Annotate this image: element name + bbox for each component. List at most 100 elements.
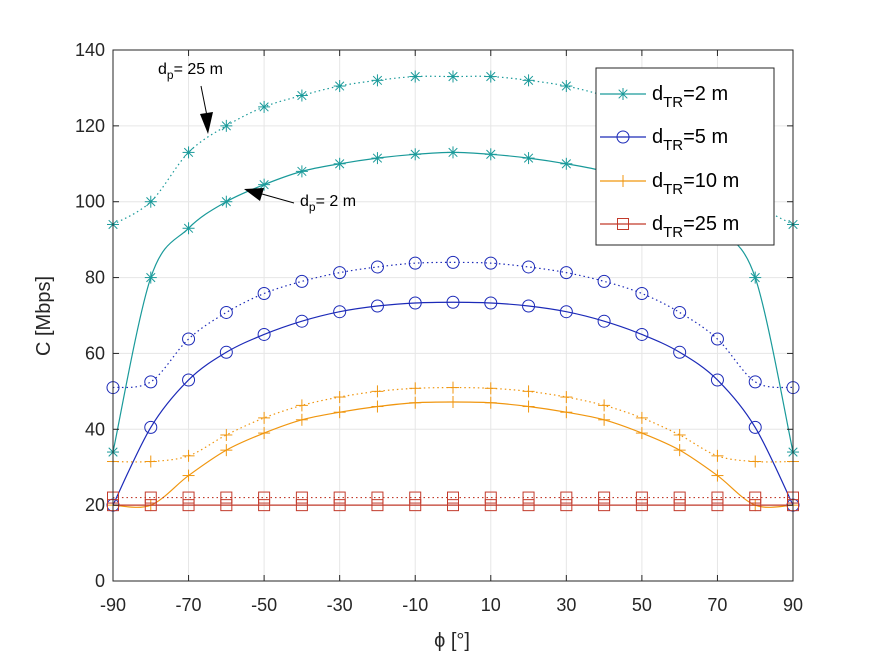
- marker-square: [560, 499, 573, 512]
- data-point: [182, 491, 195, 504]
- data-point: [371, 400, 384, 413]
- x-axis-label: ϕ [°]: [434, 630, 470, 652]
- data-point: [295, 314, 309, 328]
- data-point: [559, 305, 573, 319]
- data-point: [598, 491, 611, 504]
- marker-square: [220, 499, 233, 512]
- marker-square: [711, 499, 724, 512]
- data-point: [333, 391, 346, 404]
- data-point: [144, 271, 157, 284]
- data-point: [447, 381, 459, 394]
- marker-circle: [219, 345, 233, 359]
- annotation-arrow-2-shaft: [261, 193, 295, 204]
- data-point: [446, 295, 460, 309]
- marker-circle: [673, 305, 687, 319]
- marker-stroke: [618, 89, 628, 99]
- annotation-arrow-2-head: [244, 188, 264, 201]
- marker-stroke: [372, 75, 383, 85]
- y-tick-label: 120: [75, 116, 105, 136]
- legend-marker-shape: [616, 130, 630, 144]
- marker-stroke: [297, 90, 307, 101]
- marker-circle: [484, 256, 498, 270]
- x-tick-label: 50: [632, 595, 652, 615]
- data-point: [635, 499, 648, 512]
- legend: dTR=2 m dTR=5 m dTR=10 m dTR=25 m: [595, 67, 775, 246]
- marker-square: [749, 491, 762, 504]
- marker-stroke: [750, 272, 760, 283]
- y-tick-label: 40: [85, 419, 105, 439]
- y-tick-label: 80: [85, 268, 105, 288]
- axes-box: [112, 49, 794, 582]
- data-point: [371, 74, 384, 87]
- data-point: [447, 395, 459, 408]
- legend-marker: [617, 88, 629, 100]
- marker-circle: [370, 299, 384, 313]
- data-point: [370, 260, 384, 274]
- marker-square: [598, 491, 611, 504]
- marker-square: [295, 491, 308, 504]
- marker-stroke: [410, 149, 420, 159]
- marker-stroke: [486, 71, 496, 82]
- data-point: [408, 256, 422, 270]
- marker-circle: [408, 296, 422, 310]
- data-point: [144, 375, 158, 389]
- annotation-dp-25: dp= 25 m: [158, 61, 223, 82]
- data-point: [484, 499, 497, 512]
- marker-circle: [446, 295, 460, 309]
- legend-label: dTR=10 m: [652, 170, 739, 198]
- marker-square: [522, 491, 535, 504]
- marker-square: [635, 499, 648, 512]
- data-point: [710, 373, 724, 387]
- data-point: [371, 491, 384, 504]
- data-point: [673, 305, 687, 319]
- marker-square: [598, 499, 611, 512]
- y-tick-label: 100: [75, 192, 105, 212]
- data-point: [258, 100, 271, 113]
- data-point: [598, 413, 611, 426]
- data-point: [333, 491, 346, 504]
- data-point: [258, 178, 271, 191]
- data-point: [409, 148, 422, 161]
- data-point: [522, 74, 535, 87]
- marker-stroke: [335, 81, 345, 91]
- data-point: [370, 299, 384, 313]
- marker-stroke: [221, 121, 231, 131]
- data-point: [447, 499, 459, 512]
- marker-stroke: [146, 272, 156, 283]
- data-point: [522, 400, 535, 413]
- data-point: [258, 491, 271, 504]
- marker-square: [371, 499, 384, 512]
- data-point: [409, 491, 422, 504]
- marker-square: [258, 499, 271, 512]
- marker-circle: [144, 420, 158, 434]
- data-point: [597, 314, 611, 328]
- marker-stroke: [523, 153, 534, 163]
- marker-square: [635, 491, 648, 504]
- legend-entry: dTR=2 m: [600, 83, 728, 111]
- data-point: [710, 332, 724, 346]
- marker-square: [333, 499, 346, 512]
- data-point: [219, 345, 233, 359]
- data-point: [560, 499, 573, 512]
- data-point: [295, 491, 308, 504]
- data-point: [635, 327, 649, 341]
- series-1: [106, 255, 800, 512]
- data-point: [371, 385, 384, 398]
- marker-circle: [559, 266, 573, 280]
- data-point: [598, 399, 611, 412]
- marker-circle: [522, 299, 536, 313]
- data-point: [447, 146, 459, 159]
- marker-stroke: [297, 166, 307, 177]
- legend-entry: dTR=25 m: [600, 213, 739, 241]
- data-point: [635, 411, 648, 424]
- marker-circle: [144, 375, 158, 389]
- data-point: [182, 222, 195, 235]
- annotations: dp= 25 m dp= 2 m: [158, 61, 356, 214]
- x-tick-label: -90: [100, 595, 126, 615]
- marker-square: [749, 499, 762, 512]
- data-point: [220, 499, 233, 512]
- marker-circle: [559, 305, 573, 319]
- marker-square: [447, 499, 459, 512]
- marker-square: [333, 491, 346, 504]
